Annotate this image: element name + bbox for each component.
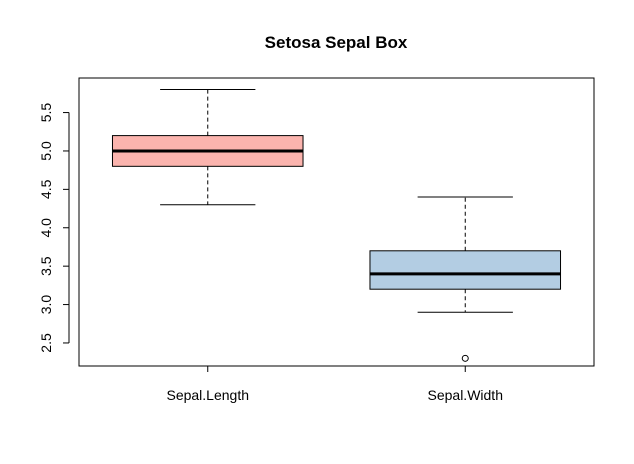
y-tick-label: 4.5 <box>38 179 54 199</box>
y-tick-label: 3.0 <box>38 295 54 315</box>
chart-title: Setosa Sepal Box <box>265 33 408 52</box>
x-tick-label: Sepal.Length <box>166 387 249 403</box>
y-tick-label: 5.5 <box>38 103 54 123</box>
boxes <box>111 89 562 362</box>
x-axis: Sepal.Length Sepal.Width <box>166 366 503 403</box>
y-tick-label: 5.0 <box>38 141 54 161</box>
outlier-point <box>461 354 469 362</box>
box-sepal-width <box>369 196 562 362</box>
iqr-box <box>369 250 562 290</box>
y-tick-label: 3.5 <box>38 256 54 276</box>
plot-frame <box>78 77 595 367</box>
y-tick-label: 4.0 <box>38 218 54 238</box>
y-axis: 2.5 3.0 3.5 4.0 4.5 5.0 5.5 <box>38 103 70 353</box>
x-tick-label: Sepal.Width <box>428 387 503 403</box>
box-sepal-length <box>111 89 304 206</box>
y-tick-label: 2.5 <box>38 333 54 353</box>
